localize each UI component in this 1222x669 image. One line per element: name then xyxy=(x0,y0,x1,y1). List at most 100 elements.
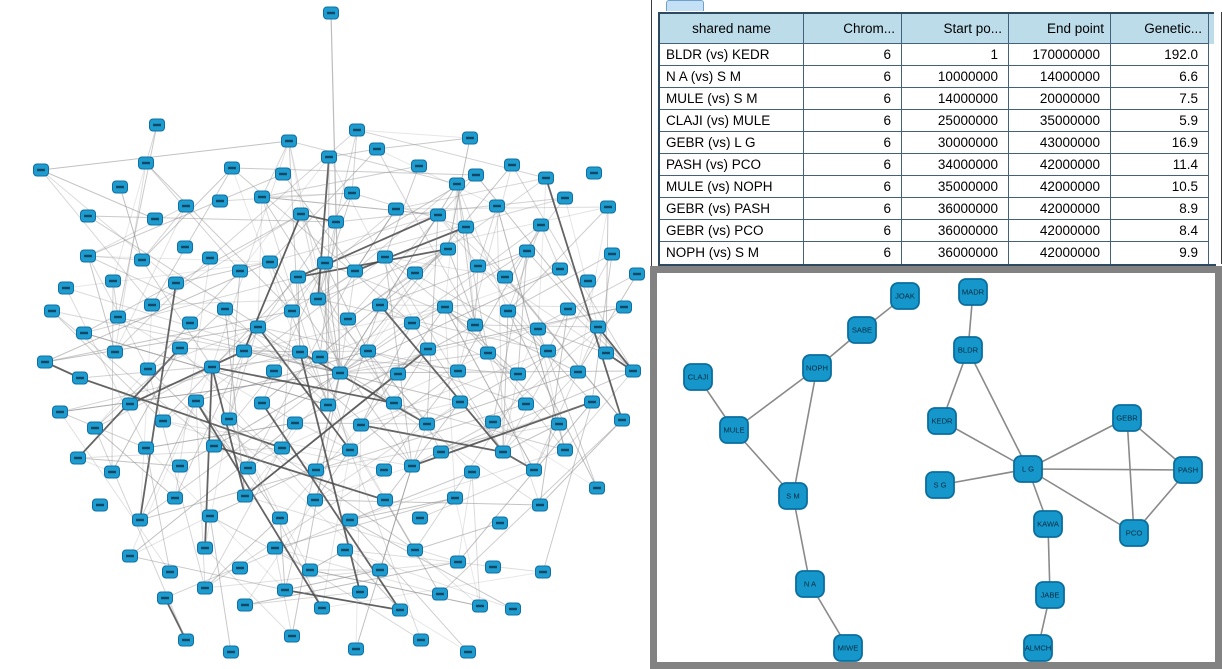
network-node[interactable] xyxy=(614,413,630,427)
cell-value[interactable]: 42000000 xyxy=(1009,198,1111,220)
network-node[interactable] xyxy=(80,249,96,263)
network-node[interactable] xyxy=(310,292,326,306)
table-tab[interactable] xyxy=(666,0,704,11)
network-node[interactable] xyxy=(450,555,466,569)
network-node[interactable] xyxy=(197,541,213,555)
network-node[interactable] xyxy=(470,259,486,273)
network-node[interactable] xyxy=(625,364,641,378)
network-node[interactable] xyxy=(267,541,283,555)
network-node[interactable] xyxy=(167,491,183,505)
network-node[interactable] xyxy=(372,298,388,312)
table-row[interactable]: MULE (vs) S M 6 14000000 20000000 7.5 xyxy=(660,88,1215,110)
network-node[interactable] xyxy=(420,342,436,356)
network-node[interactable] xyxy=(352,585,368,599)
node-shape[interactable] xyxy=(795,570,825,598)
network-node[interactable] xyxy=(332,366,348,380)
network-node[interactable] xyxy=(202,251,218,265)
cell-value[interactable]: 6.6 xyxy=(1111,66,1209,88)
network-node[interactable] xyxy=(505,602,521,616)
network-node[interactable] xyxy=(376,463,392,477)
table-row[interactable]: GEBR (vs) PASH 6 36000000 42000000 8.9 xyxy=(660,198,1215,220)
node-n-a[interactable]: N A xyxy=(795,570,825,598)
network-node[interactable] xyxy=(212,194,228,208)
table-row[interactable]: NOPH (vs) S M 6 36000000 42000000 9.9 xyxy=(660,242,1215,264)
network-node[interactable] xyxy=(616,300,632,314)
network-node[interactable] xyxy=(149,118,165,132)
network-node[interactable] xyxy=(510,367,526,381)
cell-value[interactable]: 6 xyxy=(804,88,902,110)
network-node[interactable] xyxy=(266,364,282,378)
cell-value[interactable]: 14000000 xyxy=(1009,66,1111,88)
network-node[interactable] xyxy=(377,493,393,507)
network-node[interactable] xyxy=(419,417,435,431)
node-jabe[interactable]: JABE xyxy=(1035,581,1065,609)
node-shape[interactable] xyxy=(1173,456,1203,484)
table-row[interactable]: PASH (vs) PCO 6 34000000 42000000 11.4 xyxy=(660,154,1215,176)
network-node[interactable] xyxy=(518,397,534,411)
network-node[interactable] xyxy=(182,316,198,330)
network-node[interactable] xyxy=(347,264,363,278)
network-node[interactable] xyxy=(314,601,330,615)
network-node[interactable] xyxy=(204,360,220,374)
network-node[interactable] xyxy=(440,242,456,256)
network-node[interactable] xyxy=(468,168,484,182)
table-row[interactable]: CLAJI (vs) MULE 6 25000000 35000000 5.9 xyxy=(660,110,1215,132)
network-node[interactable] xyxy=(489,199,505,213)
table-row[interactable]: GEBR (vs) L G 6 30000000 43000000 16.9 xyxy=(660,132,1215,154)
network-node[interactable] xyxy=(629,267,645,281)
cell-value[interactable]: 1 xyxy=(902,44,1009,66)
network-node[interactable] xyxy=(348,642,364,656)
cell-value[interactable]: 6 xyxy=(804,132,902,154)
network-node[interactable] xyxy=(551,417,567,431)
network-node[interactable] xyxy=(449,177,465,191)
node-kedr[interactable]: KEDR xyxy=(927,407,957,435)
network-node[interactable] xyxy=(308,463,324,477)
cell-value[interactable]: 36000000 xyxy=(902,220,1009,242)
node-shape[interactable] xyxy=(958,278,988,306)
cell-value[interactable]: 43000000 xyxy=(1009,132,1111,154)
network-node[interactable] xyxy=(281,134,297,148)
cell-shared-name[interactable]: N A (vs) S M xyxy=(660,66,804,88)
column-header-shared-name[interactable]: shared name xyxy=(660,14,804,44)
network-node[interactable] xyxy=(287,416,303,430)
network-node[interactable] xyxy=(540,344,556,358)
network-node[interactable] xyxy=(598,346,614,360)
table-row[interactable]: MULE (vs) NOPH 6 35000000 42000000 10.5 xyxy=(660,176,1215,198)
cell-value[interactable]: 42000000 xyxy=(1009,242,1111,264)
network-node[interactable] xyxy=(586,166,602,180)
network-node[interactable] xyxy=(134,253,150,267)
network-node[interactable] xyxy=(284,629,300,643)
network-node[interactable] xyxy=(372,563,388,577)
network-node[interactable] xyxy=(80,209,96,223)
network-node[interactable] xyxy=(317,256,333,270)
network-node[interactable] xyxy=(140,362,156,376)
network-node[interactable] xyxy=(172,459,188,473)
node-claji[interactable]: CLAJI xyxy=(683,363,713,391)
network-node[interactable] xyxy=(307,493,323,507)
network-node[interactable] xyxy=(237,489,253,503)
node-l-g[interactable]: L G xyxy=(1013,455,1043,483)
network-node[interactable] xyxy=(390,367,406,381)
network-node[interactable] xyxy=(168,276,184,290)
network-node[interactable] xyxy=(407,543,423,557)
network-node[interactable] xyxy=(557,191,573,205)
network-node[interactable] xyxy=(274,441,290,455)
node-shape[interactable] xyxy=(1112,404,1142,432)
network-node[interactable] xyxy=(72,371,88,385)
network-node[interactable] xyxy=(344,186,360,200)
cell-value[interactable]: 8.9 xyxy=(1111,198,1209,220)
node-joak[interactable]: JOAK xyxy=(890,282,920,310)
node-shape[interactable] xyxy=(719,416,749,444)
network-node[interactable] xyxy=(122,549,138,563)
network-node[interactable] xyxy=(197,581,213,595)
network-node[interactable] xyxy=(432,587,448,601)
network-node[interactable] xyxy=(107,345,123,359)
network-node[interactable] xyxy=(472,599,488,613)
network-node[interactable] xyxy=(500,304,516,318)
cell-shared-name[interactable]: BLDR (vs) KEDR xyxy=(660,44,804,66)
cell-value[interactable]: 16.9 xyxy=(1111,132,1209,154)
network-node[interactable] xyxy=(33,163,49,177)
network-node[interactable] xyxy=(92,498,108,512)
cell-shared-name[interactable]: NOPH (vs) S M xyxy=(660,242,804,264)
network-node[interactable] xyxy=(392,603,408,617)
